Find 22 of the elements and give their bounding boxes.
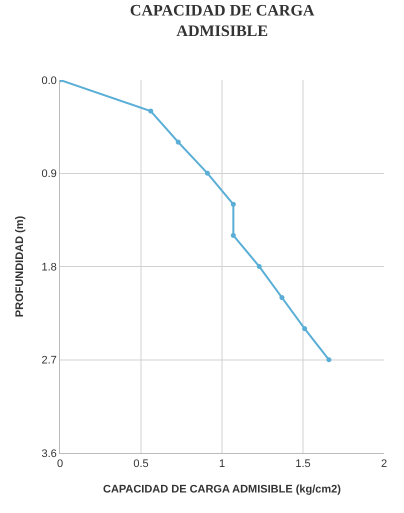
y-tick-label: 1.8 bbox=[42, 261, 57, 274]
x-tick-label: 1.5 bbox=[295, 458, 311, 470]
point bbox=[230, 232, 236, 238]
point bbox=[176, 140, 181, 145]
point bbox=[204, 170, 210, 176]
point bbox=[326, 357, 332, 362]
chart-title: CAPACIDAD DE CARGA ADMISIBLE bbox=[130, 2, 315, 40]
x-tick-label: 0 bbox=[56, 458, 64, 470]
y-tick-label: 2.7 bbox=[42, 354, 57, 367]
y-tick-label: 3.6 bbox=[42, 448, 57, 460]
y-tick-label: 0.0 bbox=[42, 74, 57, 87]
point bbox=[230, 202, 236, 207]
point bbox=[279, 295, 284, 300]
x-axis-title: CAPACIDAD DE CARGA ADMISIBLE (kg/cm2) bbox=[103, 483, 342, 496]
x-tick-label: 2 bbox=[380, 458, 388, 470]
point bbox=[148, 108, 154, 114]
y-tick-label: 0.9 bbox=[42, 168, 57, 180]
x-tick-label: 0.5 bbox=[133, 458, 149, 470]
y-axis-title: PROFUNDIDAD (m) bbox=[14, 215, 26, 318]
point bbox=[256, 264, 262, 269]
point bbox=[302, 326, 308, 332]
x-tick-label: 1 bbox=[218, 458, 226, 470]
